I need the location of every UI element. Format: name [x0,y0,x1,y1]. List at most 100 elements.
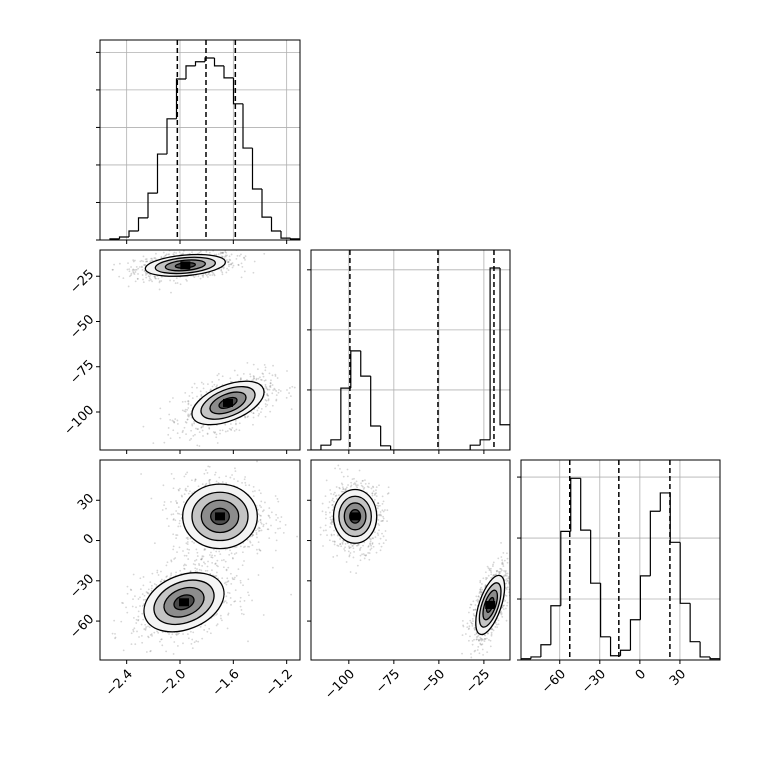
sample-point [341,542,344,545]
sample-point [142,260,145,263]
sample-point [186,418,189,421]
sample-point [221,252,224,254]
sample-point [183,567,185,570]
sample-point [194,559,196,562]
sample-point [342,488,345,490]
sample-point [199,248,201,250]
sample-point [504,574,506,577]
sample-point [259,492,262,495]
y-tick-label: −60 [67,612,97,642]
histogram-step [251,148,262,190]
sample-point [197,428,199,430]
sample-point [156,571,159,574]
sample-point [183,563,186,566]
sample-point [112,268,114,271]
sample-point [182,252,184,255]
sample-point [357,543,360,546]
sample-point [174,519,177,522]
sample-point [222,559,225,561]
sample-point [170,291,172,294]
sample-point [279,390,282,392]
sample-point [333,540,336,543]
sample-point [184,400,187,403]
sample-point [271,566,274,569]
sample-point [226,259,228,261]
sample-point [186,418,189,421]
sample-point [351,545,354,547]
sample-point [163,504,165,507]
sample-point [189,490,191,493]
x-tick-label: −60 [539,667,569,697]
sample-point [173,254,175,257]
sample-point [234,600,237,603]
sample-point [147,635,149,638]
sample-point [143,264,145,266]
sample-point [196,570,199,573]
sample-point [384,530,387,532]
sample-point [143,264,146,267]
sample-point [367,552,370,554]
histogram-step [213,58,224,67]
sample-point [126,585,129,588]
sample-point [367,486,370,489]
sample-point [253,377,256,380]
sample-point [259,376,261,379]
sample-point [211,556,214,559]
sample-point [176,534,179,537]
sample-point [209,389,212,392]
sample-point [490,633,493,636]
sample-point [176,432,179,435]
sample-point [154,275,156,278]
sample-point [220,617,222,620]
sample-point [139,260,142,263]
sample-point [133,273,136,276]
sample-point [221,619,223,622]
histogram-step [580,478,591,531]
sample-point [256,368,259,371]
sample-point [274,388,276,391]
sample-point [130,274,132,277]
sample-point [229,572,232,575]
sample-point [328,539,331,542]
sample-point [184,473,187,476]
sample-point [343,548,346,550]
x-tick-label: −1.6 [210,667,243,700]
sample-point [214,562,217,565]
sample-point [239,600,242,603]
sample-point [178,519,181,522]
sample-point [332,500,335,503]
sample-point [180,513,183,516]
sample-point [128,275,131,278]
sample-point [165,576,168,578]
sample-point [238,422,241,425]
sample-point [139,588,142,591]
sample-point [195,548,198,551]
sample-point [506,552,508,555]
histogram-step [232,77,243,105]
sample-point [220,559,223,562]
sample-point [127,285,130,288]
sample-point [140,259,143,262]
sample-point [382,500,385,503]
x-tick-label: 30 [667,667,689,689]
sample-point [165,254,167,257]
sample-point [473,614,475,617]
axes-frame [310,249,511,451]
sample-point [201,637,204,640]
y-tick-label: −75 [67,357,97,387]
sample-point [187,558,190,560]
sample-point [259,549,261,552]
sample-point [215,564,218,567]
density-peak [223,398,233,407]
sample-point [142,598,145,601]
sample-point [133,627,136,630]
sample-point [275,390,278,392]
sample-point [372,490,375,493]
sample-point [114,637,116,640]
sample-point [469,635,471,638]
axes-frame [520,459,721,661]
sample-point [372,486,375,489]
sample-point [193,276,196,279]
sample-point [137,267,140,270]
sample-point [239,377,242,379]
